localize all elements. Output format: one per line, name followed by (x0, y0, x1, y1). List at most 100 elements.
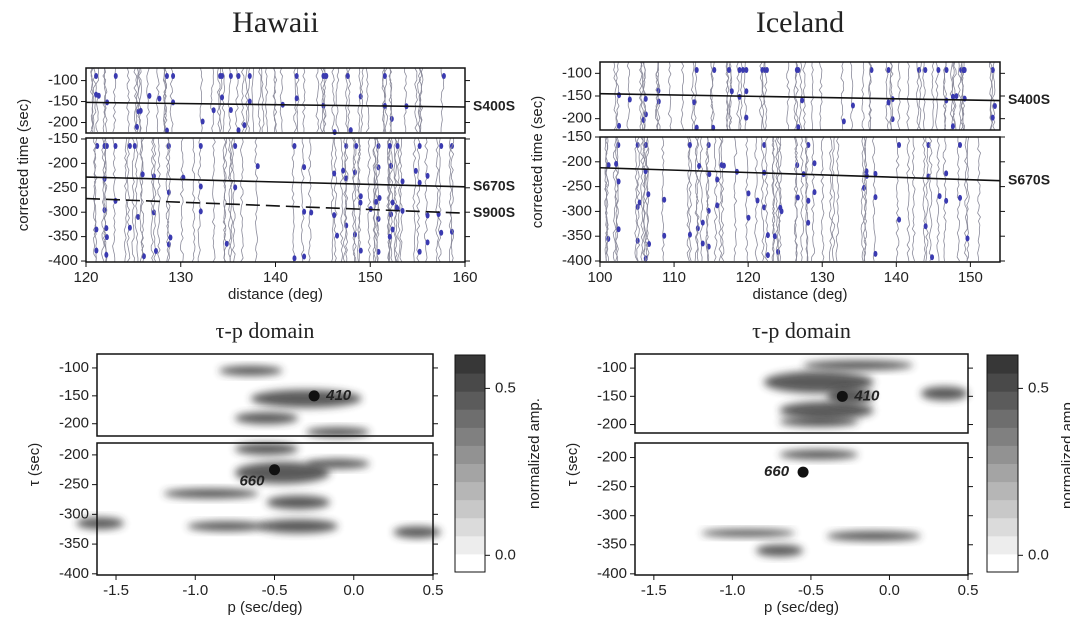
trace (918, 61, 922, 131)
trace (339, 137, 344, 263)
trace-peak (707, 171, 712, 178)
trace-peak (220, 94, 225, 101)
trace-peak (990, 114, 995, 121)
trace (615, 136, 619, 262)
trace-peak (302, 208, 307, 215)
trace (228, 137, 232, 263)
trace-peak (958, 194, 963, 201)
trace (191, 137, 196, 263)
trace-peak (354, 143, 359, 149)
trace-peak (335, 232, 340, 239)
x-tick-label: -0.5 (798, 582, 824, 599)
y-tick-label: -100 (48, 72, 78, 89)
trace-peak (944, 197, 949, 204)
trace-peak (395, 143, 400, 149)
trace (272, 67, 277, 133)
point-label: 660 (239, 473, 265, 490)
x-tick-label: -1.0 (182, 582, 208, 599)
trace (760, 136, 765, 262)
trace (639, 136, 644, 262)
x-tick-label: -1.5 (641, 582, 667, 599)
trace (365, 67, 370, 133)
panel-frame (96, 442, 434, 576)
colorbar-label: normalized amp. (1059, 398, 1070, 509)
trace (949, 61, 954, 131)
trace-peak (127, 143, 132, 149)
colorbar-frame (454, 354, 486, 573)
trace-peak (616, 178, 621, 185)
trace-peak (134, 123, 139, 130)
colorbar-step (987, 535, 1018, 555)
trace (414, 67, 418, 133)
trace-peak (374, 198, 379, 205)
trace (92, 137, 97, 263)
energy-blob (803, 360, 914, 371)
trace (393, 137, 397, 263)
colorbar-frame (986, 354, 1019, 573)
trace-peak (886, 67, 891, 73)
trace (254, 137, 259, 263)
energy-blob (826, 388, 874, 405)
trace (889, 61, 894, 131)
trace (713, 136, 718, 262)
discontinuity-point (269, 464, 281, 476)
trace-peak (425, 212, 430, 219)
trace-peak (954, 93, 959, 100)
trace-peak (94, 91, 99, 98)
trace-peak (294, 95, 299, 102)
trace-peak (102, 207, 107, 214)
trace (733, 136, 738, 262)
phase-label: S900S (473, 204, 515, 220)
y-tick-label: -250 (48, 179, 78, 196)
y-tick-label: -200 (59, 446, 89, 463)
trace (906, 136, 911, 262)
energy-blob (234, 442, 299, 455)
colorbar-step (455, 553, 485, 573)
trace (210, 67, 215, 133)
trace (376, 137, 380, 263)
trace-peak (341, 167, 346, 174)
trace-peak (886, 99, 891, 106)
y-tick-label: -200 (562, 153, 592, 170)
y-tick-label: -100 (597, 359, 627, 376)
panel-frame (634, 353, 969, 434)
trace (342, 137, 347, 263)
trace (957, 61, 962, 131)
trace (705, 136, 709, 262)
y-axis-label: corrected time (sec) (529, 96, 546, 229)
trace-peak (721, 162, 726, 169)
trace (694, 136, 699, 262)
trace-peak (923, 223, 928, 230)
x-tick-label: 0.5 (423, 582, 444, 599)
y-tick-label: -200 (597, 416, 627, 433)
trace-peak (104, 234, 109, 241)
discontinuity-point (797, 466, 809, 478)
trace-peak (729, 88, 734, 95)
trace (686, 136, 691, 262)
trace (360, 67, 364, 133)
y-tick-label: -150 (59, 387, 89, 404)
energy-blob (266, 495, 330, 510)
energy-blob (306, 458, 370, 469)
colorbar-step (455, 391, 485, 410)
trace-peak (697, 163, 702, 170)
trace-peak (113, 197, 118, 204)
y-tick-label: -100 (562, 64, 592, 81)
trace (710, 61, 715, 131)
trace-peak (812, 160, 817, 167)
colorbar-step (455, 427, 485, 446)
y-tick-label: -100 (59, 359, 89, 376)
colorbar-step (455, 355, 485, 374)
trace (860, 136, 865, 262)
trace (977, 136, 982, 262)
discontinuity-point (836, 390, 848, 402)
trace (804, 136, 809, 262)
trace-peak (332, 212, 337, 219)
trace-peak (132, 143, 137, 149)
energy-blob (779, 449, 859, 460)
y-tick-label: -400 (48, 252, 78, 269)
trace-peak (796, 124, 801, 131)
trace (931, 61, 935, 131)
trace (794, 136, 799, 262)
